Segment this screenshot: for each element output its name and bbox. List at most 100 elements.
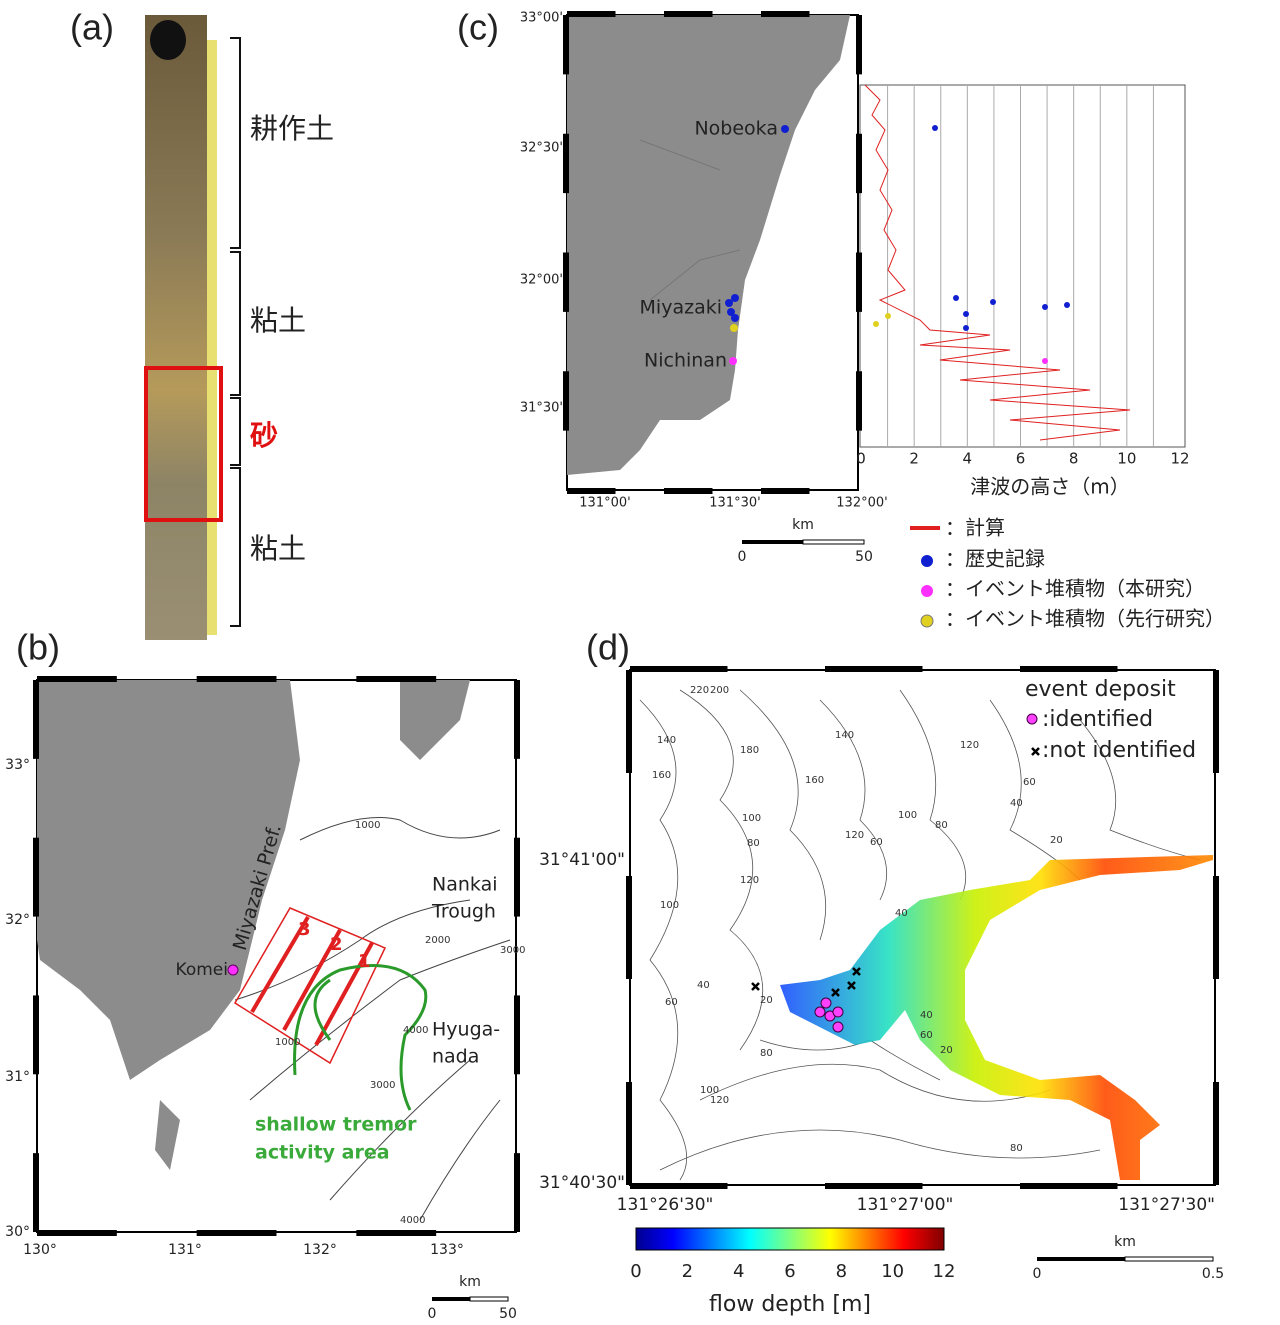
frame-segment <box>356 1230 436 1236</box>
contour-label: 60 <box>665 997 678 1008</box>
contour-label: 20 <box>760 995 773 1006</box>
contour-label: 3000 <box>500 945 525 956</box>
legend-label: ：歴史記録 <box>945 547 1045 571</box>
contour-label: 120 <box>960 740 979 751</box>
panel-label: (c) <box>457 7 499 48</box>
layer-label: 砂 <box>250 419 278 452</box>
frame-segment <box>630 666 728 672</box>
contour-label: 80 <box>935 820 948 831</box>
panel-b: (b) Komei Miyazaki Pref. Nankai Trough H… <box>5 627 525 1321</box>
contour-label: 100 <box>898 810 917 821</box>
scale-unit: km <box>459 1274 481 1290</box>
frame-segment <box>856 253 862 312</box>
height-tick: 0 <box>856 450 866 468</box>
contour-label: 200 <box>710 685 729 696</box>
legend: ：計算 ：歴史記録 ：イベント堆積物（本研究） ：イベント堆積物（先行研究） <box>910 516 1225 631</box>
frame-segment <box>514 680 520 759</box>
lon-tick: 133° <box>430 1242 464 1258</box>
colorbar-tick: 10 <box>881 1261 904 1282</box>
frame-segment <box>197 676 277 682</box>
lat-tick: 31°41'00" <box>539 850 625 870</box>
height-plot <box>860 85 1185 447</box>
contour-label: 40 <box>920 1010 933 1021</box>
contour-label: 40 <box>1010 798 1023 809</box>
colorbar-tick: 6 <box>784 1261 795 1282</box>
frame-segment <box>825 1183 923 1189</box>
contour-label: 20 <box>1050 835 1063 846</box>
site-marker <box>228 965 238 975</box>
layer-label: 粘土 <box>250 532 306 565</box>
contour-label: 80 <box>760 1048 773 1059</box>
frame-segment <box>626 876 632 979</box>
frame-segment <box>1020 1183 1118 1189</box>
lat-tick: 33°00' <box>520 11 563 26</box>
layer-label: 粘土 <box>250 304 306 337</box>
site-name: Komei <box>176 960 228 980</box>
legend-title: event deposit <box>1025 677 1176 702</box>
scale-tick: 50 <box>855 549 873 565</box>
measuring-tape <box>207 40 217 635</box>
legend-label: :not identified <box>1042 738 1196 763</box>
scale-bar <box>742 540 803 544</box>
frame-segment <box>563 134 569 193</box>
scale-tick: 0 <box>738 549 747 565</box>
height-tick: 8 <box>1069 450 1079 468</box>
colorbar-tick: 4 <box>733 1261 744 1282</box>
scale-bar: km 0 50 <box>738 517 873 565</box>
contour-label: 140 <box>835 730 854 741</box>
frame-segment <box>626 1082 632 1185</box>
contour-label: 220 <box>690 685 709 696</box>
frame-segment <box>761 488 810 494</box>
lat-tick: 32° <box>5 912 30 928</box>
contour-label: 20 <box>940 1045 953 1056</box>
frame-segment <box>1213 876 1219 979</box>
frame-segment <box>33 838 39 917</box>
contour-label: 4000 <box>400 1215 425 1226</box>
contour-label: 40 <box>697 980 710 991</box>
core-photo <box>145 15 207 640</box>
frame-segment <box>626 670 632 773</box>
contour-label: 3000 <box>370 1080 395 1091</box>
scale-unit: km <box>792 517 814 533</box>
height-tick: 6 <box>1016 450 1026 468</box>
frame-segment <box>197 1230 277 1236</box>
scale-bar <box>803 540 864 544</box>
legend-label: ：計算 <box>945 516 1005 540</box>
contour-label: 160 <box>805 775 824 786</box>
contour-label: 1000 <box>355 820 380 831</box>
contour-label: 40 <box>895 908 908 919</box>
place-name: Nobeoka <box>694 118 778 140</box>
segment-label: 2 <box>330 934 343 955</box>
contour-label: 100 <box>660 900 679 911</box>
contour-label: 80 <box>747 838 760 849</box>
panel-label: (a) <box>70 7 114 48</box>
frame-segment <box>563 253 569 312</box>
core-hole <box>150 20 186 60</box>
contour-label: 160 <box>652 770 671 781</box>
colorbar <box>636 1228 944 1250</box>
segment-label: 3 <box>298 919 311 940</box>
frame-segment <box>33 1153 39 1232</box>
lon-tick: 131°27'00" <box>857 1195 954 1215</box>
contour-label: 140 <box>657 735 676 746</box>
lon-tick: 131° <box>168 1242 202 1258</box>
frame-segment <box>664 488 713 494</box>
frame-segment <box>567 488 616 494</box>
height-tick: 12 <box>1170 450 1189 468</box>
panel-c: (c) Nobeoka Miyazaki Nichinan 津波の高さ（m） 3… <box>457 7 1225 631</box>
lat-tick: 33° <box>5 757 30 773</box>
frame-segment <box>825 666 923 672</box>
frame-segment <box>567 11 616 17</box>
height-tick: 10 <box>1117 450 1136 468</box>
lat-tick: 32°00' <box>520 273 563 288</box>
segment-label: 1 <box>358 951 371 972</box>
legend-label: ：イベント堆積物（本研究） <box>945 577 1205 601</box>
panel-a: (a) 耕作土 粘土 砂 粘土 <box>70 7 334 640</box>
scale-bar: km00.5 <box>1033 1234 1225 1282</box>
scale-bar <box>432 1297 470 1301</box>
frame-segment <box>563 371 569 430</box>
frame-segment <box>33 680 39 759</box>
colorbar-tick: 12 <box>933 1261 956 1282</box>
lat-tick: 32°30' <box>520 141 563 156</box>
frame-segment <box>630 1183 728 1189</box>
